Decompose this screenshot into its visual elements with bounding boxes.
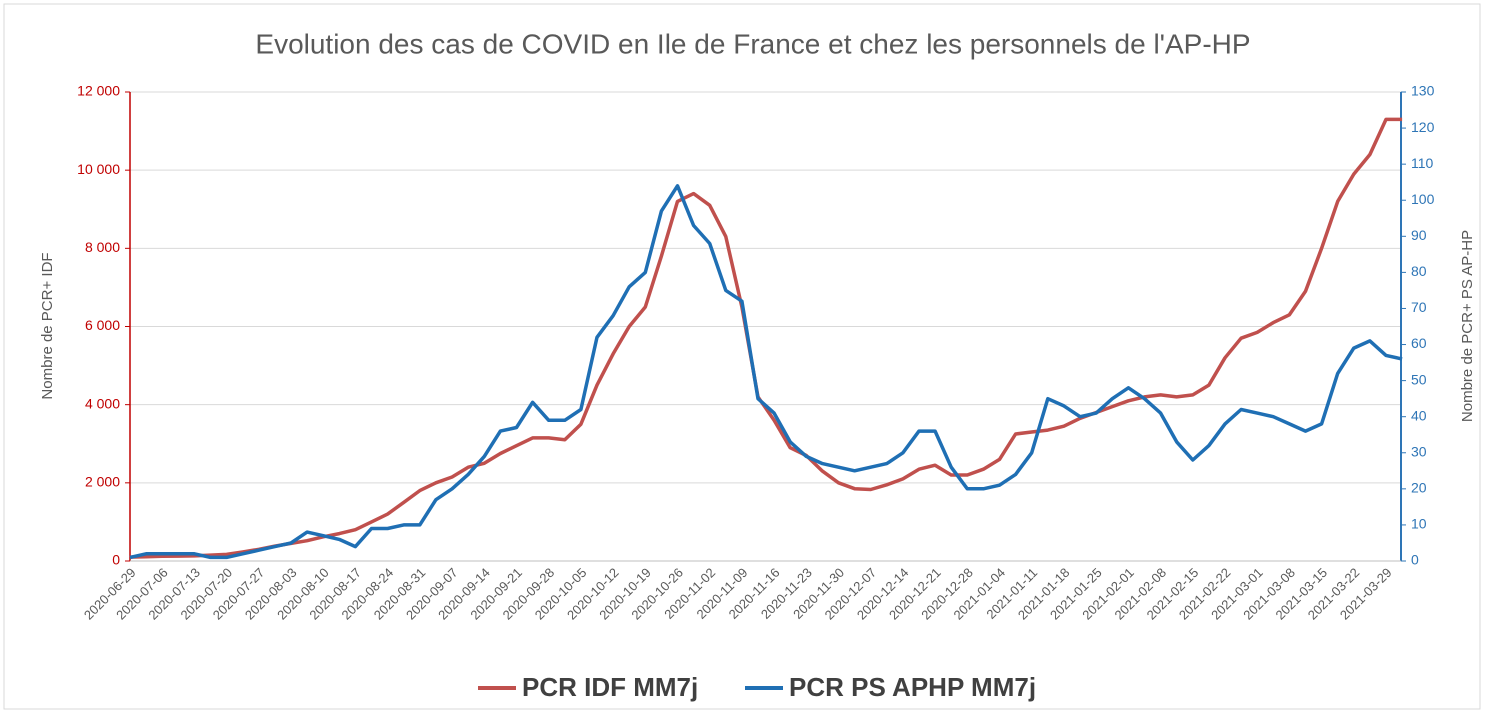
y2-tick-label: 20 <box>1411 480 1427 496</box>
series-line <box>129 117 1403 559</box>
y2-tick-label: 110 <box>1411 155 1434 171</box>
y-axis-title: Nombre de PCR+ IDF <box>39 252 56 399</box>
y-tick-label: 10 000 <box>77 161 120 177</box>
chart-frame <box>3 3 1481 710</box>
legend-label: PCR IDF MM7j <box>522 672 698 702</box>
y2-tick-label: 40 <box>1411 407 1427 423</box>
y-tick-label: 0 <box>112 552 120 568</box>
y2-axis-title: Nombre de PCR+ PS AP-HP <box>1459 230 1476 422</box>
y2-tick-label: 90 <box>1411 227 1427 243</box>
y2-tick-label: 30 <box>1411 443 1427 459</box>
y2-tick-label: 10 <box>1411 516 1427 532</box>
y2-tick-label: 70 <box>1411 299 1427 315</box>
legend-label: PCR PS APHP MM7j <box>789 672 1036 702</box>
y2-tick-label: 50 <box>1411 371 1427 387</box>
chart-title: Evolution des cas de COVID en Ile de Fra… <box>255 28 1250 59</box>
y-tick-label: 4 000 <box>85 395 120 411</box>
series-line <box>129 184 1403 560</box>
y2-tick-label: 60 <box>1411 335 1427 351</box>
y2-tick-label: 80 <box>1411 263 1427 279</box>
y2-tick-label: 100 <box>1411 191 1435 207</box>
y-tick-label: 12 000 <box>77 83 120 99</box>
y2-tick-label: 120 <box>1411 119 1435 135</box>
y2-tick-label: 0 <box>1411 552 1419 568</box>
y2-tick-label: 130 <box>1411 83 1435 99</box>
y-tick-label: 8 000 <box>85 239 120 255</box>
y-tick-label: 2 000 <box>85 474 120 490</box>
y-tick-label: 6 000 <box>85 317 120 333</box>
